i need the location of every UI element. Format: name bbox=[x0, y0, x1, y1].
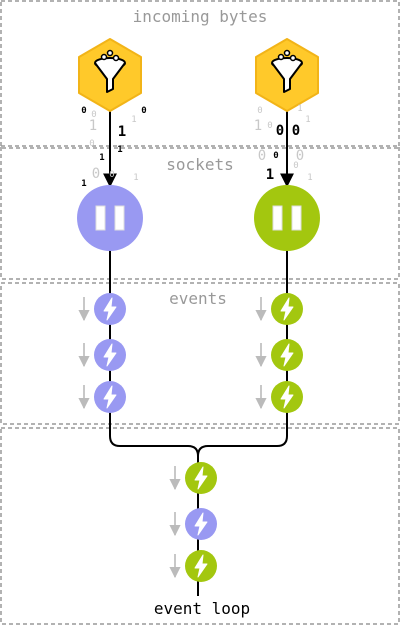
bit-right-2: 0 bbox=[267, 121, 272, 131]
bit-right-6: 0 bbox=[292, 123, 300, 139]
bit-right-8: 0 bbox=[258, 148, 266, 164]
bit-right-12: 0 bbox=[293, 161, 298, 171]
bit-right-3: 1 bbox=[305, 115, 310, 125]
event-loop-section bbox=[0, 427, 400, 625]
bit-left-3: 0 bbox=[89, 139, 94, 149]
event-left-0 bbox=[94, 293, 126, 325]
pause-icon bbox=[95, 205, 125, 231]
merge-path bbox=[109, 415, 288, 457]
bit-left-2: 1 bbox=[89, 118, 97, 134]
bit-right-1: 1 bbox=[254, 118, 262, 134]
event-right-2 bbox=[271, 381, 303, 413]
bit-right-5: 0 bbox=[276, 123, 284, 139]
event-left-2 bbox=[94, 381, 126, 413]
bit-right-4: 1 bbox=[297, 104, 302, 114]
bit-left-7: 1 bbox=[99, 153, 104, 163]
incoming-bytes-title: incoming bytes bbox=[133, 7, 268, 26]
socket-b bbox=[254, 185, 320, 251]
bit-left-0: 0 bbox=[81, 106, 86, 116]
event-right-1 bbox=[271, 339, 303, 371]
bit-left-8: 1 bbox=[117, 145, 122, 155]
event-loop-2 bbox=[185, 550, 217, 582]
bit-right-7: 0 bbox=[273, 151, 278, 161]
bit-left-4: 1 bbox=[131, 115, 136, 125]
bit-left-12: 1 bbox=[133, 173, 138, 183]
bit-left-11: 0 bbox=[109, 170, 114, 180]
bit-left-6: 1 bbox=[118, 124, 126, 140]
bit-left-9: 0 bbox=[92, 166, 100, 182]
incoming-bytes-section bbox=[0, 0, 400, 149]
pause-icon bbox=[272, 205, 302, 231]
socket-a bbox=[77, 185, 143, 251]
event-loop-1 bbox=[185, 508, 217, 540]
events-layer bbox=[78, 293, 303, 582]
event-left-1 bbox=[94, 339, 126, 371]
sockets-title: sockets bbox=[166, 155, 233, 174]
events-title: events bbox=[169, 289, 227, 308]
event-loop-title: event loop bbox=[154, 599, 250, 618]
funnel-hexagon-b bbox=[255, 38, 319, 112]
bit-right-10: 1 bbox=[266, 167, 274, 183]
bit-left-10: 1 bbox=[81, 179, 86, 189]
bit-right-9: 0 bbox=[296, 148, 304, 164]
bit-right-0: 0 bbox=[257, 106, 262, 116]
event-right-0 bbox=[271, 293, 303, 325]
sockets-section bbox=[0, 145, 400, 280]
bit-right-11: 1 bbox=[307, 173, 312, 183]
bit-left-5: 0 bbox=[141, 106, 146, 116]
bit-left-1: 0 bbox=[91, 110, 96, 120]
event-loop-0 bbox=[185, 462, 217, 494]
events-section bbox=[0, 282, 400, 425]
funnel-hexagon-a bbox=[78, 38, 142, 112]
